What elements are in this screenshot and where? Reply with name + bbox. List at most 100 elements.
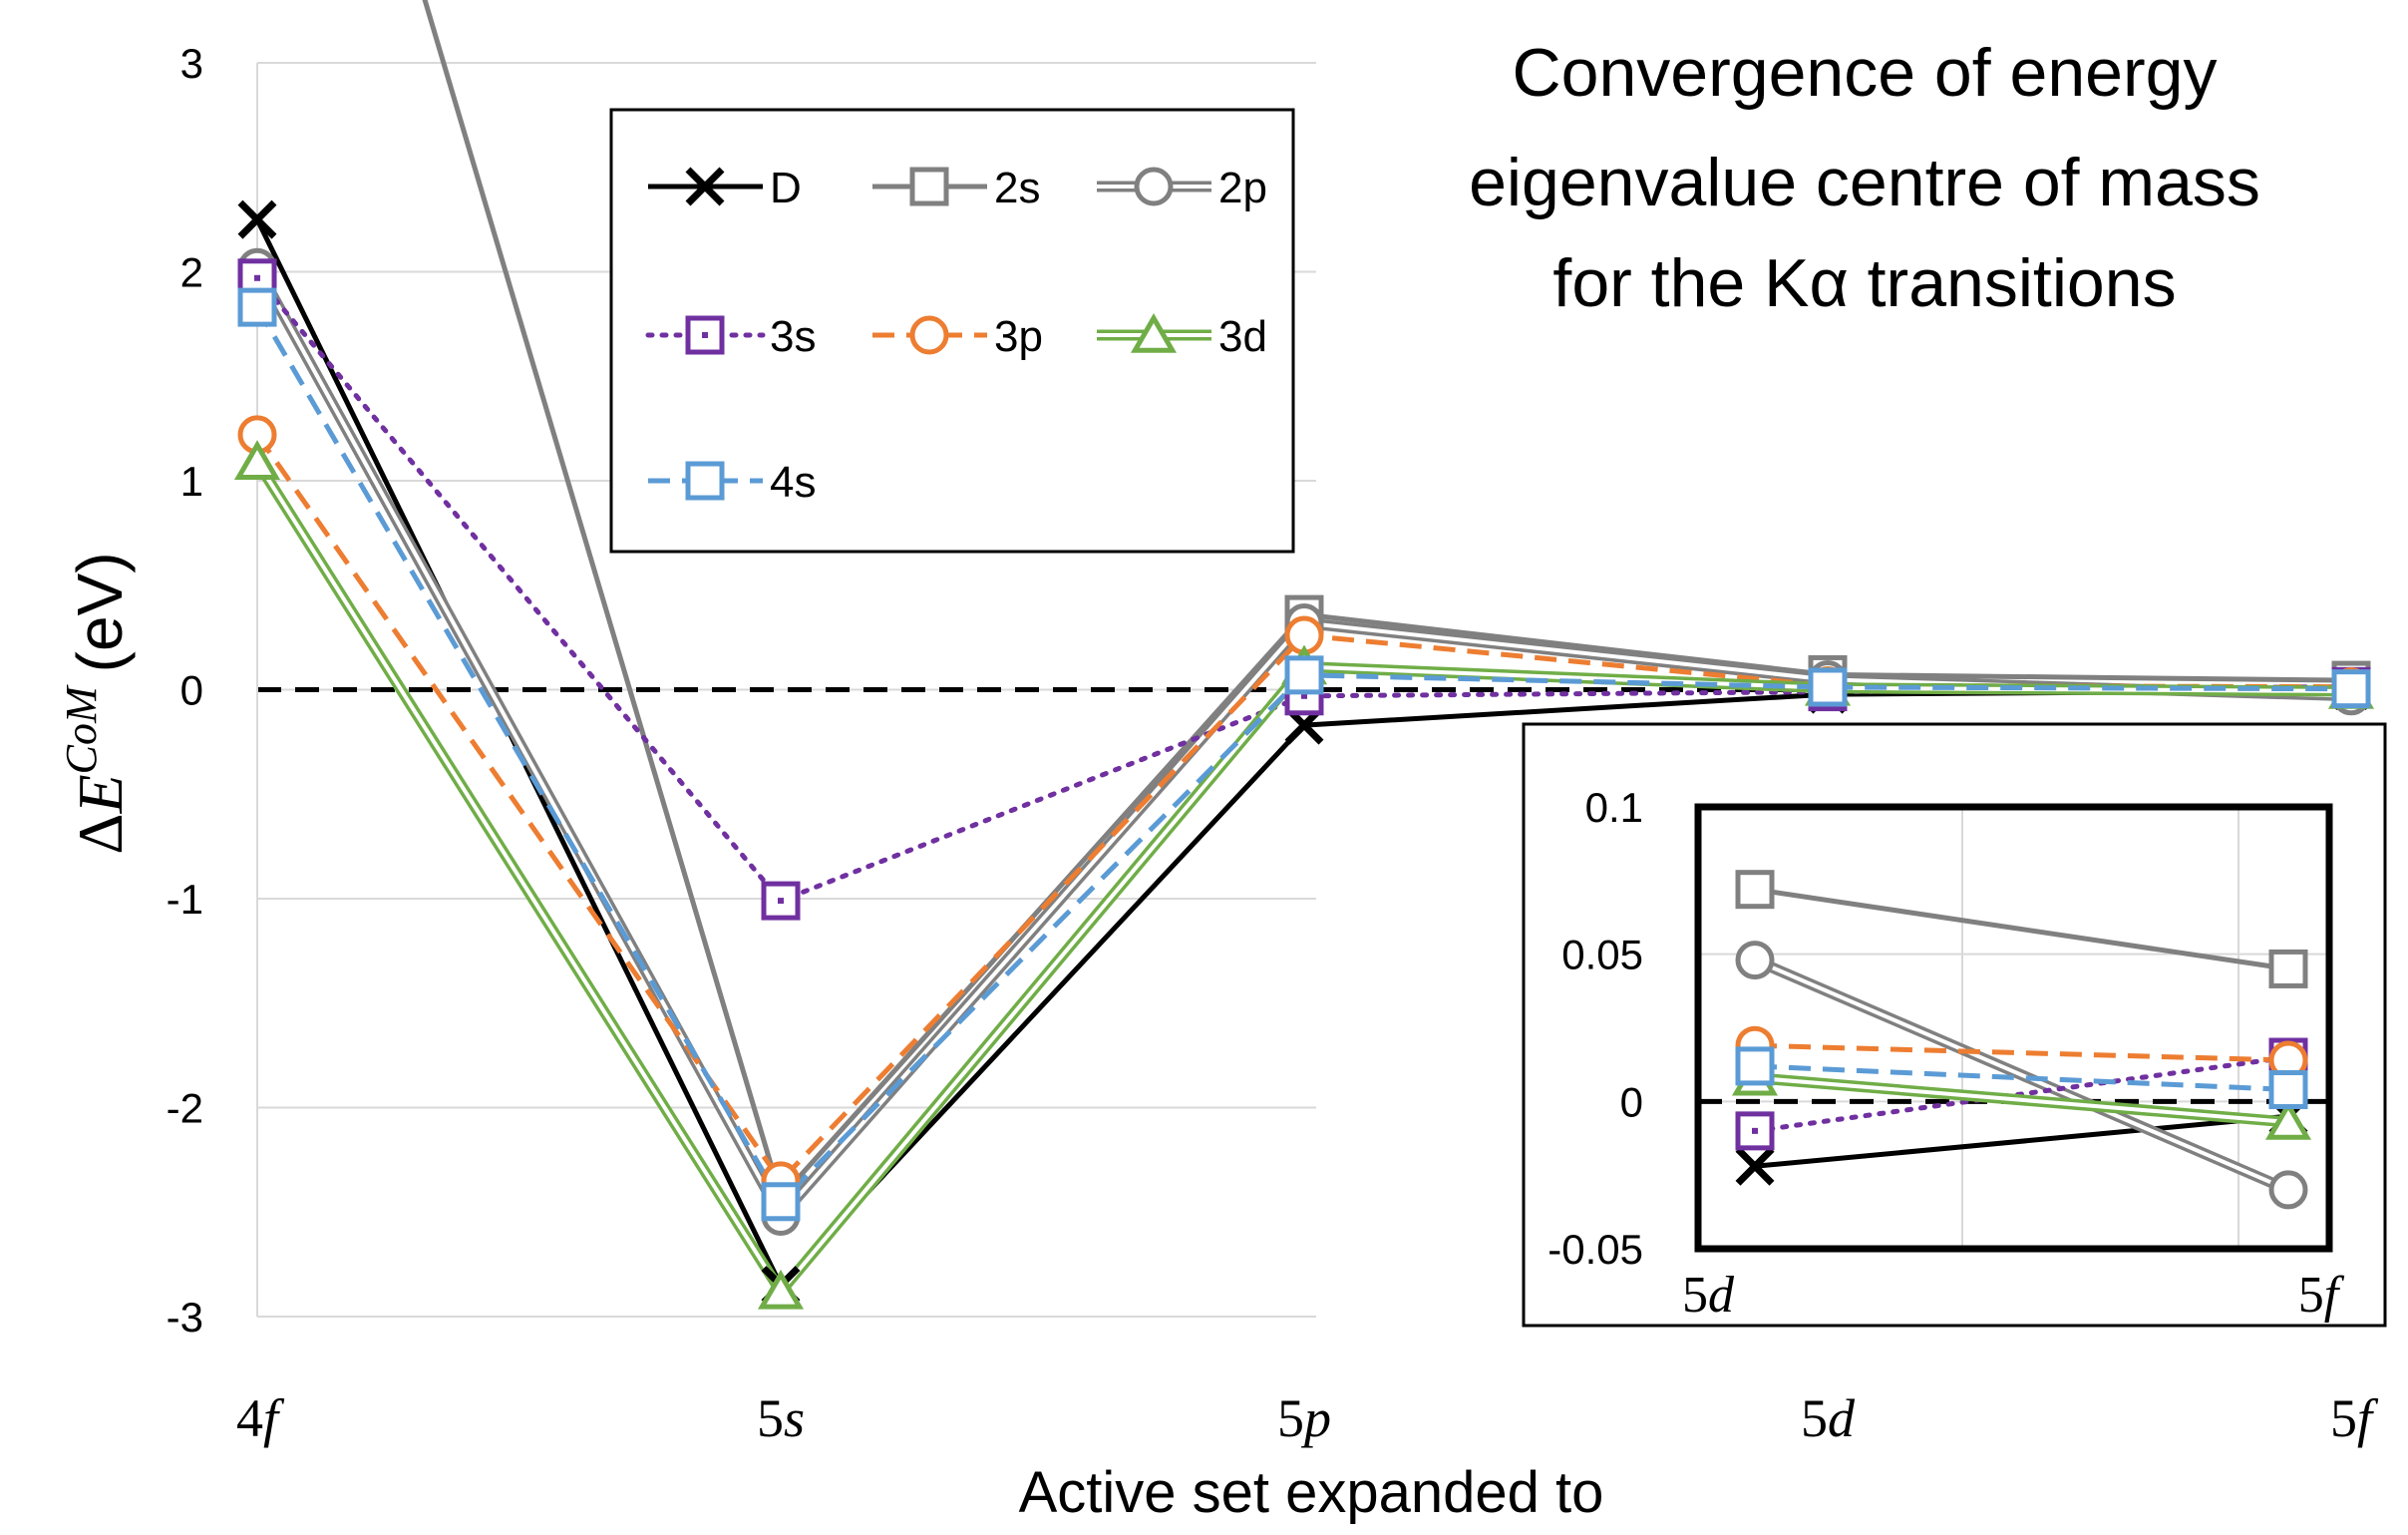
legend-item-3p: 3p	[872, 312, 1043, 361]
inset-y-axis-ticks: 0.1 0.05 0 -0.05	[1548, 784, 1643, 1273]
x-axis-ticks: 4f 5s 5p 5d 5f	[236, 1388, 2379, 1448]
legend-label-2s: 2s	[994, 164, 1040, 212]
y-tick-label: 3	[180, 40, 203, 87]
inset-marker-2s-5d	[1735, 870, 1775, 910]
inset-marker-4s-5d	[1735, 1046, 1775, 1086]
inset-series-line-2s	[1754, 887, 2289, 971]
legend-label-4s: 4s	[770, 458, 816, 507]
legend-marker-3d	[1130, 313, 1178, 353]
legend-label-3p: 3p	[994, 312, 1043, 361]
legend-item-4s: 4s	[648, 458, 816, 507]
marker-4s-5d	[1808, 667, 1848, 707]
x-tick-label-5p-num: 5	[1277, 1388, 1304, 1448]
chart-title-line-2: eigenvalue centre of mass	[1469, 145, 2260, 220]
inset-chart: 0.10.050-0.05 5d 5f	[1522, 722, 2387, 1328]
inset-marker-2s-5f	[2268, 949, 2308, 988]
inset-x-tick-label-5d-num: 5	[1682, 1267, 1708, 1324]
inset-outer-box	[1522, 722, 2387, 1328]
inset-series-line-2s-path	[1754, 887, 2289, 971]
marker-D-4f	[237, 199, 277, 239]
marker-3d-4f	[233, 440, 281, 480]
inset-marker-D-5d	[1735, 1146, 1775, 1186]
x-tick-label-5f-num: 5	[2330, 1388, 2357, 1448]
marker-3d-5s	[757, 1269, 805, 1310]
inset-y-tick-label: -0.05	[1548, 1226, 1643, 1273]
legend-label-2p: 2p	[1218, 164, 1267, 212]
inset-x-tick-label-5f: 5f	[2298, 1267, 2345, 1324]
x-tick-label-5d: 5d	[1801, 1388, 1856, 1448]
x-tick-label-5f-letter: f	[2357, 1388, 2379, 1448]
inset-series-layer	[1731, 870, 2312, 1210]
y-tick-label: -3	[167, 1294, 203, 1341]
legend-item-2p: 2p	[1097, 164, 1267, 212]
chart-title-line-3: for the Kα transitions	[1552, 245, 2176, 321]
inset-marker-3d-5f	[2264, 1100, 2312, 1140]
legend-label-3d: 3d	[1218, 312, 1267, 361]
y-tick-label: 2	[180, 249, 203, 296]
series-line-3s-path	[254, 275, 2354, 904]
inset-series-line-3p	[1754, 1042, 2289, 1063]
inset-y-tick-label: 0	[1620, 1078, 1643, 1125]
main-series-layer	[233, 0, 2375, 1310]
legend-item-2s: 2s	[872, 164, 1040, 212]
inset-y-tick-label: 0.1	[1585, 784, 1643, 831]
inset-series-line-D-path	[1754, 1113, 2289, 1169]
inset-marker-2p-5d	[1735, 941, 1775, 980]
y-axis-label: ΔECoM (eV)	[57, 552, 136, 854]
y-tick-label: 0	[180, 667, 203, 714]
legend-marker-2p	[1134, 167, 1174, 206]
inset-marker-3s-5d	[1735, 1111, 1775, 1151]
inset-x-tick-label-5d: 5d	[1682, 1267, 1735, 1324]
inset-series-line-3s-path	[1752, 1054, 2291, 1134]
x-tick-label-4f-num: 4	[236, 1388, 263, 1448]
x-tick-label-5s-num: 5	[757, 1388, 784, 1448]
inset-x-tick-label-5d-letter: d	[1708, 1267, 1735, 1324]
x-tick-label-5s-letter: s	[784, 1388, 805, 1448]
x-tick-label-5d-num: 5	[1801, 1388, 1828, 1448]
legend-label-3s: 3s	[770, 312, 816, 361]
x-tick-label-5d-letter: d	[1828, 1388, 1856, 1448]
x-tick-label-4f: 4f	[236, 1388, 285, 1448]
marker-4s-5s	[761, 1182, 801, 1222]
x-tick-label-4f-letter: f	[263, 1388, 285, 1448]
y-axis-label-delta: Δ	[65, 813, 136, 854]
inset-series-line-2p	[1752, 955, 2291, 1195]
series-line-3s	[254, 275, 2354, 904]
legend-marker-2s	[909, 167, 949, 206]
legend-marker-3p	[909, 315, 949, 355]
y-axis-label-symbol: E	[65, 774, 136, 814]
y-axis-label-unit: (eV)	[64, 552, 136, 672]
legend-marker-D	[685, 167, 725, 206]
y-axis-ticks: 3 2 1 0 -1 -2 -3	[167, 40, 203, 1341]
inset-x-tick-label-5f-num: 5	[2298, 1267, 2324, 1324]
marker-4s-4f	[237, 287, 277, 327]
x-tick-label-5s: 5s	[757, 1388, 805, 1448]
y-tick-label: 1	[180, 458, 203, 505]
marker-3s-5s	[761, 881, 801, 921]
inset-series-line-D	[1754, 1113, 2289, 1169]
legend-marker-3s	[685, 315, 725, 355]
legend-marker-4s	[685, 461, 725, 501]
y-tick-label: -2	[167, 1085, 203, 1132]
inset-series-line-4s	[1754, 1063, 2289, 1092]
x-tick-label-5p: 5p	[1277, 1388, 1331, 1448]
inset-series-line-3s	[1752, 1054, 2291, 1134]
legend-item-3d: 3d	[1097, 312, 1267, 361]
x-tick-label-5f: 5f	[2330, 1388, 2379, 1448]
inset-plot-frame	[1694, 803, 2333, 1253]
chart-title-line-1: Convergence of energy	[1513, 35, 2218, 111]
marker-4s-5f	[2331, 669, 2371, 709]
legend-item-D: D	[648, 164, 802, 212]
inset-marker-2p-5f	[2268, 1170, 2308, 1210]
inset-marker-4s-5f	[2268, 1070, 2308, 1110]
legend-item-3s: 3s	[645, 312, 816, 361]
marker-4s-5p	[1284, 655, 1324, 695]
x-tick-label-5p-letter: p	[1300, 1388, 1331, 1448]
inset-series-line-3d-inner	[1754, 1075, 2289, 1124]
inset-y-tick-label: 0.05	[1561, 932, 1643, 978]
legend-label-D: D	[770, 164, 802, 212]
chart-title: Convergence of energy eigenvalue centre …	[1469, 35, 2260, 321]
inset-series-line-3p-path	[1754, 1042, 2289, 1063]
y-axis-label-superscript: CoM	[57, 684, 106, 774]
